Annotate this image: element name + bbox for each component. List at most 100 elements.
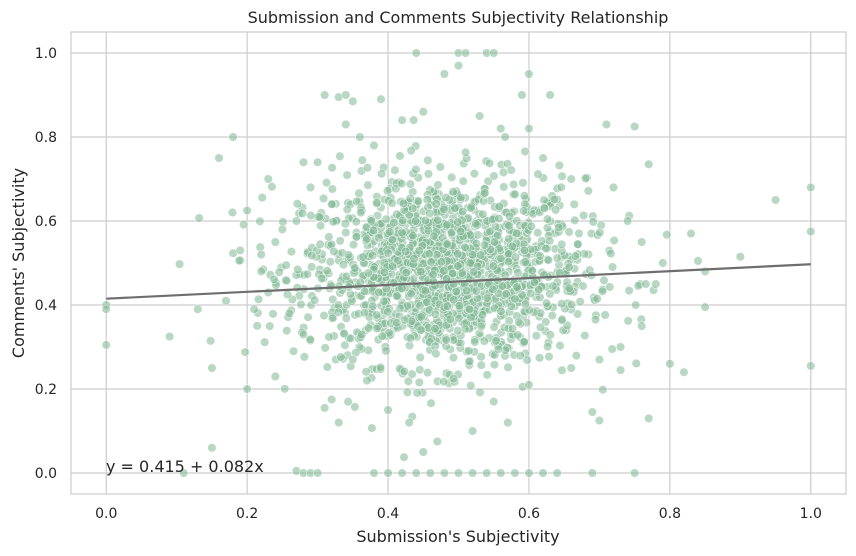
scatter-point xyxy=(538,468,548,478)
scatter-point xyxy=(398,198,409,209)
scatter-point xyxy=(524,468,534,478)
scatter-point xyxy=(320,90,330,100)
scatter-point xyxy=(631,300,641,310)
scatter-point xyxy=(526,288,536,299)
scatter-point xyxy=(485,226,495,237)
scatter-point xyxy=(450,203,460,213)
scatter-point xyxy=(339,329,349,339)
scatter-point xyxy=(439,468,450,478)
scatter-point xyxy=(489,360,500,370)
scatter-point xyxy=(433,180,443,190)
scatter-point xyxy=(205,336,216,346)
scatter-point xyxy=(364,323,374,333)
scatter-point xyxy=(340,219,350,229)
scatter-point xyxy=(554,160,564,170)
scatter-point xyxy=(453,249,463,259)
scatter-point xyxy=(471,219,481,229)
scatter-point xyxy=(686,229,696,239)
scatter-point xyxy=(453,217,463,227)
scatter-point xyxy=(350,402,360,412)
scatter-point xyxy=(371,310,382,320)
scatter-point xyxy=(453,326,463,336)
scatter-point xyxy=(483,176,493,186)
scatter-point xyxy=(376,169,387,179)
scatter-point xyxy=(475,111,485,121)
scatter-point xyxy=(408,203,418,214)
scatter-point xyxy=(555,340,565,351)
scatter-point xyxy=(442,301,452,311)
scatter-point xyxy=(564,283,574,293)
y-axis-ticks: 0.0 0.2 0.4 0.6 0.8 1.0 xyxy=(35,46,57,482)
scatter-point xyxy=(508,179,519,190)
scatter-point xyxy=(412,388,422,398)
scatter-point xyxy=(633,281,643,291)
scatter-point xyxy=(548,281,558,291)
scatter-point xyxy=(270,371,280,382)
scatter-point xyxy=(318,193,329,204)
scatter-point xyxy=(556,182,566,192)
scatter-point xyxy=(415,352,425,363)
scatter-point xyxy=(305,334,315,345)
scatter-point xyxy=(607,344,617,354)
scatter-point xyxy=(441,192,451,203)
scatter-point xyxy=(310,295,320,305)
scatter-point xyxy=(458,206,468,217)
scatter-point xyxy=(512,282,522,292)
scatter-point xyxy=(381,346,391,356)
scatter-point xyxy=(227,207,238,218)
scatter-point xyxy=(504,211,515,221)
scatter-point xyxy=(307,262,317,272)
scatter-point xyxy=(334,418,344,428)
scatter-point xyxy=(573,239,583,249)
scatter-point xyxy=(615,342,626,352)
scatter-point xyxy=(381,214,391,224)
scatter-point xyxy=(476,360,486,370)
scatter-point xyxy=(494,213,504,224)
scatter-point xyxy=(624,286,634,296)
scatter-point xyxy=(524,380,534,390)
scatter-point xyxy=(510,294,520,304)
scatter-point xyxy=(362,234,372,244)
scatter-point xyxy=(423,155,433,165)
scatter-point xyxy=(363,180,373,190)
scatter-point xyxy=(513,330,523,340)
scatter-point xyxy=(507,323,518,334)
x-axis-ticks: 0.0 0.2 0.4 0.6 0.8 1.0 xyxy=(95,506,822,522)
scatter-point xyxy=(806,182,816,192)
scatter-point xyxy=(366,216,376,226)
scatter-point xyxy=(439,266,449,276)
scatter-point xyxy=(305,182,316,192)
scatter-point xyxy=(458,176,468,186)
scatter-point xyxy=(234,256,244,266)
scatter-point xyxy=(329,246,339,257)
scatter-point xyxy=(574,228,584,239)
scatter-point xyxy=(599,275,609,286)
scatter-point xyxy=(369,468,379,478)
x-axis-label: Submission's Subjectivity xyxy=(356,527,559,546)
scatter-point xyxy=(520,299,531,309)
scatter-point xyxy=(375,362,386,373)
x-tick-label: 0.8 xyxy=(659,506,681,522)
scatter-point xyxy=(214,153,224,163)
scatter-point xyxy=(358,252,368,262)
scatter-point xyxy=(514,317,524,327)
scatter-point xyxy=(193,304,203,314)
scatter-point xyxy=(426,398,436,408)
scatter-point xyxy=(404,418,414,428)
scatter-point xyxy=(369,140,379,150)
scatter-point xyxy=(557,315,567,325)
scatter-point xyxy=(255,216,265,226)
scatter-point xyxy=(240,347,250,357)
scatter-point xyxy=(470,337,480,347)
scatter-point xyxy=(535,322,546,332)
scatter-point xyxy=(411,48,421,58)
scatter-point xyxy=(464,356,474,367)
scatter-point xyxy=(400,315,410,325)
scatter-point xyxy=(448,187,458,197)
scatter-point xyxy=(422,367,433,378)
scatter-point xyxy=(453,60,464,71)
scatter-point xyxy=(408,231,418,241)
scatter-point xyxy=(293,264,303,275)
scatter-point xyxy=(566,174,576,184)
